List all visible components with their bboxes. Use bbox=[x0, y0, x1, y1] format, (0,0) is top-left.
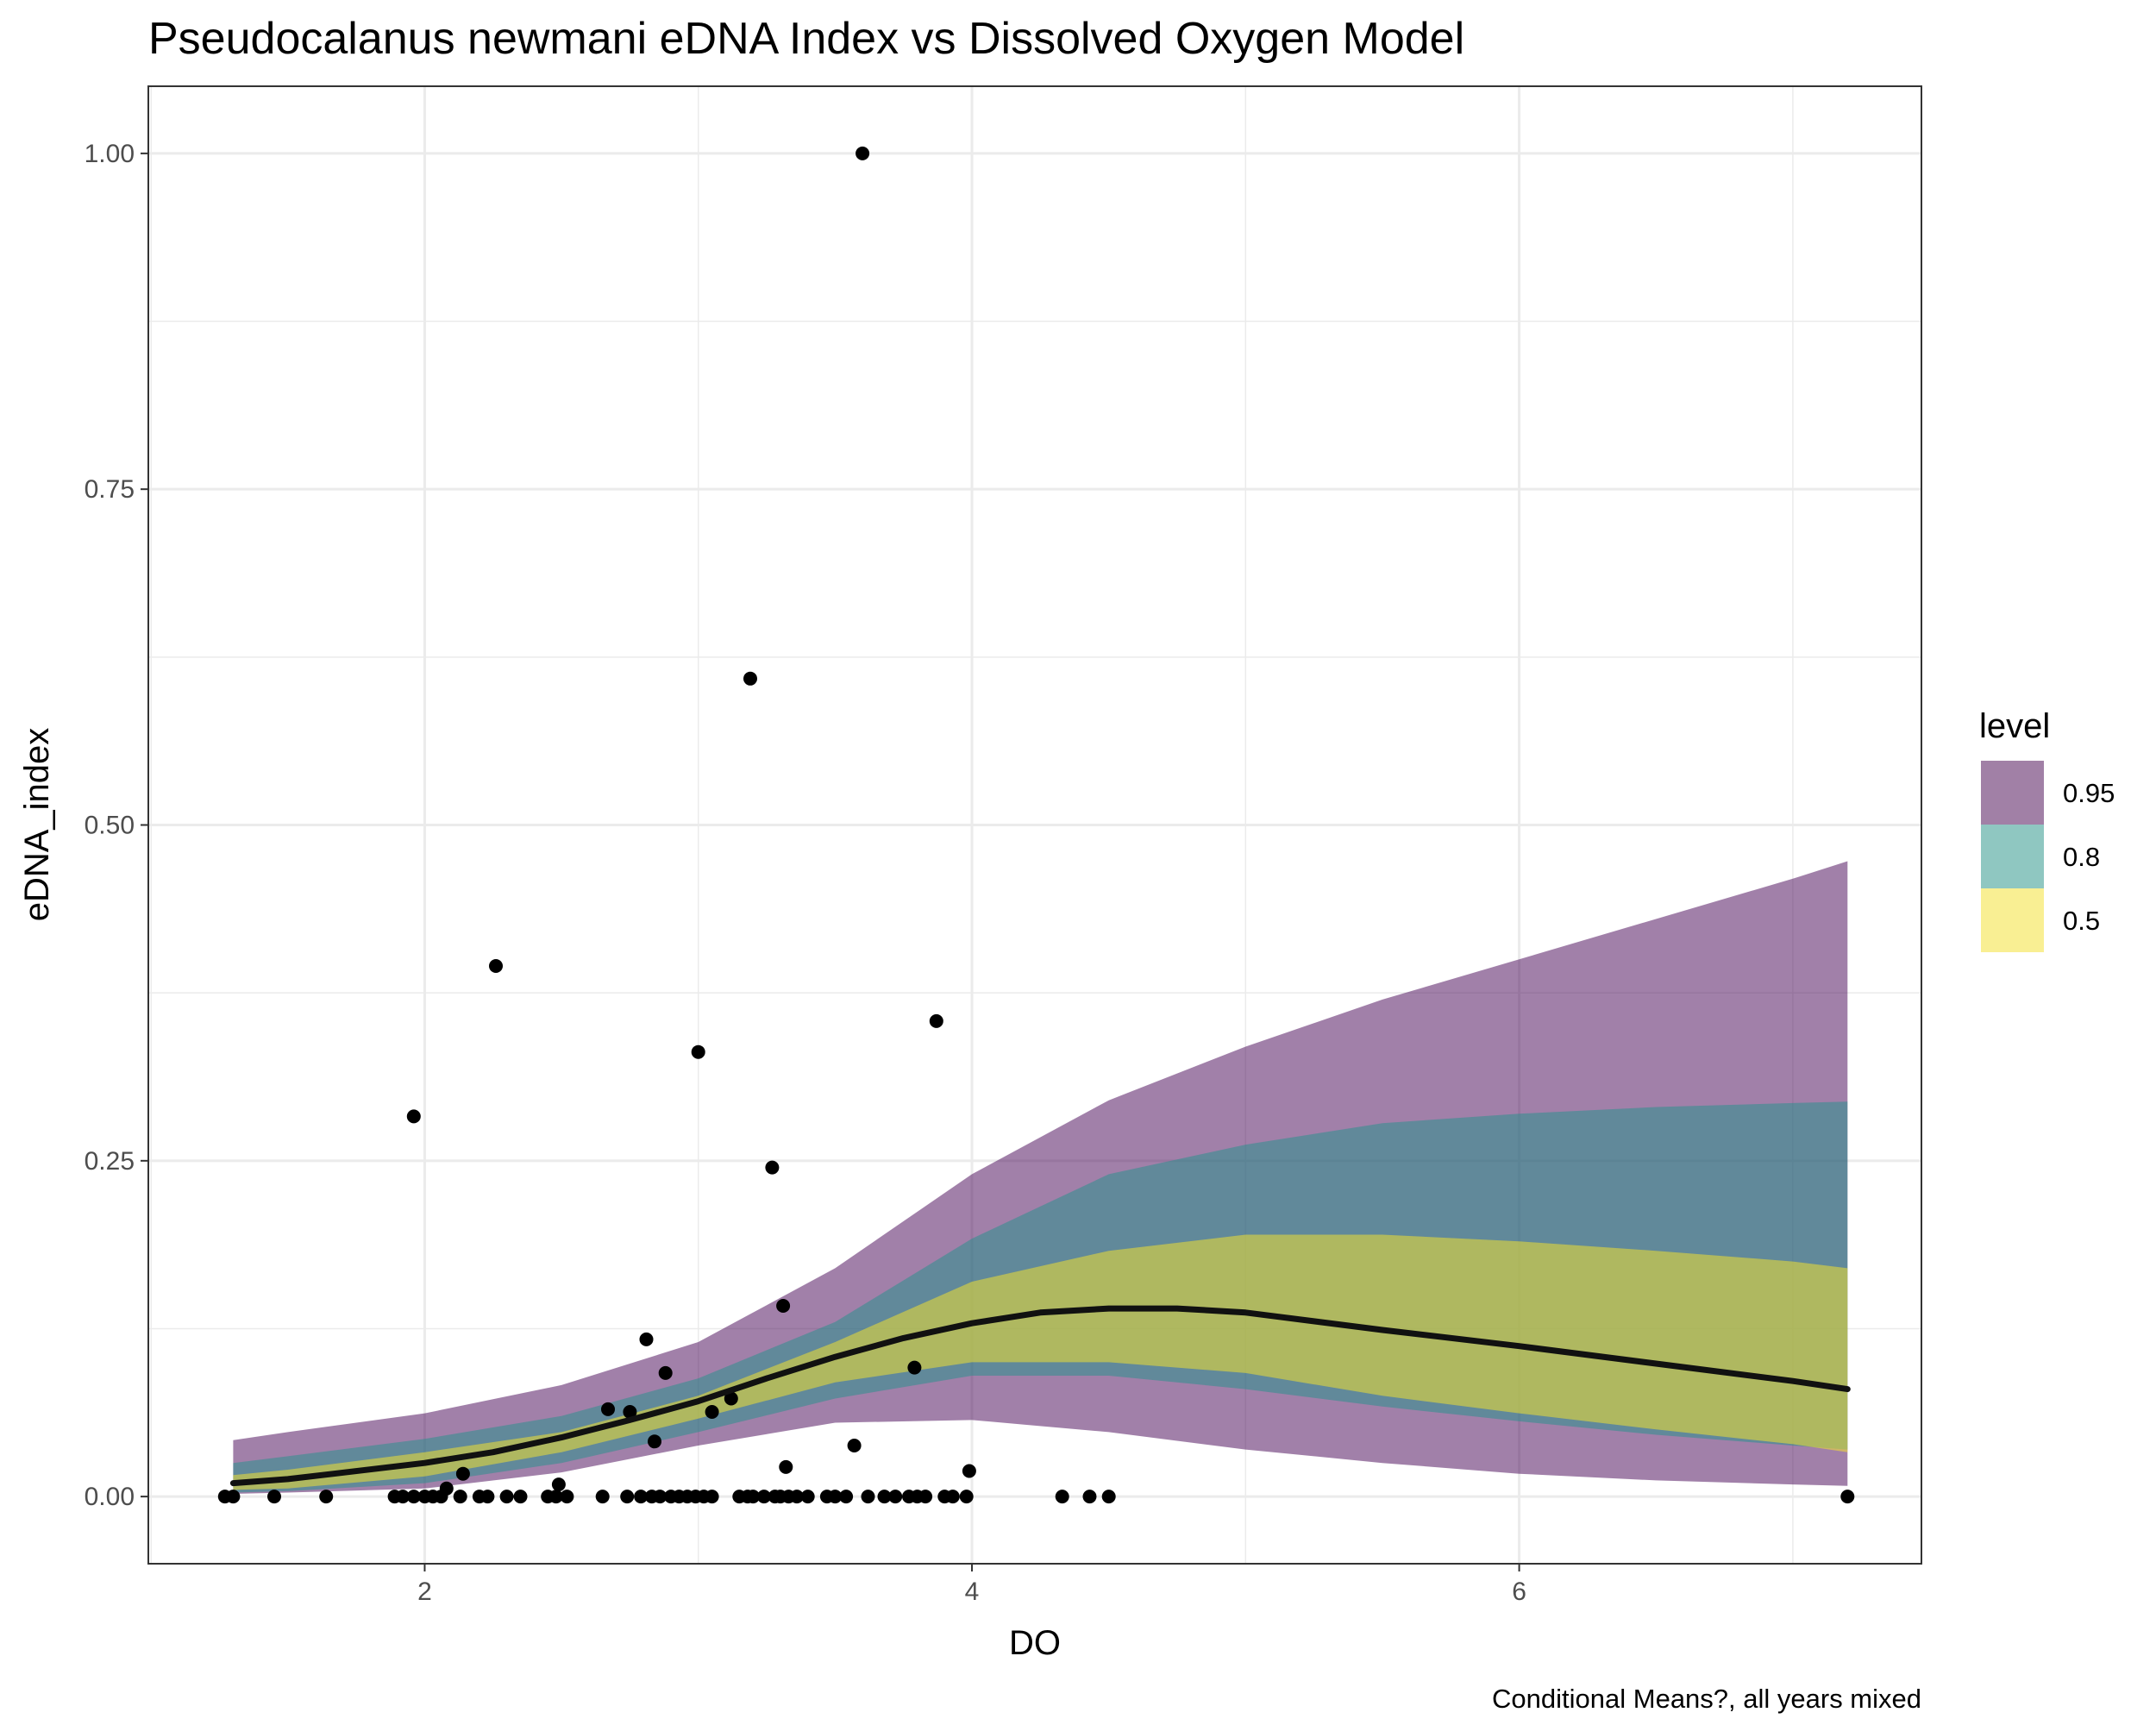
legend-key-0.95 bbox=[1981, 761, 2044, 825]
data-point bbox=[396, 1490, 411, 1504]
data-point bbox=[406, 1109, 421, 1124]
data-point bbox=[888, 1490, 903, 1504]
legend-title: level bbox=[1979, 707, 2050, 745]
data-point bbox=[1101, 1490, 1116, 1504]
data-point bbox=[743, 671, 757, 686]
y-tick-label: 0.00 bbox=[85, 1483, 135, 1511]
caption: Conditional Means?, all years mixed bbox=[1492, 1684, 1921, 1714]
data-point bbox=[658, 1365, 673, 1380]
x-tick-label: 2 bbox=[417, 1578, 432, 1606]
data-point bbox=[551, 1477, 566, 1492]
mean-line bbox=[229, 1305, 1851, 1487]
legend-key-0.5 bbox=[1981, 888, 2044, 952]
data-point bbox=[620, 1490, 635, 1504]
y-axis-title: eDNA_index bbox=[18, 728, 56, 922]
mean-line-path bbox=[229, 1305, 1851, 1487]
data-point bbox=[226, 1490, 241, 1504]
data-point bbox=[601, 1402, 615, 1416]
data-point bbox=[746, 1490, 761, 1504]
legend-label: 0.8 bbox=[2063, 842, 2100, 872]
data-point bbox=[877, 1490, 892, 1504]
data-point bbox=[455, 1466, 470, 1481]
legend-key-0.8 bbox=[1981, 825, 2044, 888]
data-point bbox=[406, 1490, 421, 1504]
legend-label: 0.5 bbox=[2063, 906, 2100, 936]
data-point bbox=[634, 1490, 649, 1504]
data-point bbox=[765, 1160, 780, 1175]
data-point bbox=[945, 1490, 960, 1504]
data-point bbox=[790, 1490, 804, 1504]
data-point bbox=[839, 1490, 854, 1504]
data-point bbox=[959, 1490, 974, 1504]
y-tick-label: 0.75 bbox=[85, 475, 135, 504]
data-point bbox=[267, 1490, 281, 1504]
data-point bbox=[907, 1360, 922, 1375]
data-point bbox=[1840, 1490, 1855, 1504]
band-0.5 bbox=[233, 1234, 1848, 1490]
data-point bbox=[548, 1490, 563, 1504]
data-point bbox=[1082, 1490, 1097, 1504]
data-point bbox=[319, 1490, 334, 1504]
x-axis-title: DO bbox=[1009, 1624, 1061, 1662]
data-point bbox=[828, 1490, 843, 1504]
data-point bbox=[453, 1490, 467, 1504]
data-point bbox=[653, 1490, 667, 1504]
data-point bbox=[560, 1490, 574, 1504]
data-point bbox=[856, 146, 870, 160]
data-point bbox=[918, 1490, 933, 1504]
data-point bbox=[499, 1490, 514, 1504]
data-point bbox=[439, 1481, 454, 1496]
data-point bbox=[648, 1434, 661, 1449]
x-axis-ticks: 2 4 6 bbox=[417, 1564, 1526, 1606]
data-point bbox=[929, 1013, 943, 1028]
data-point bbox=[705, 1405, 719, 1419]
legend-label: 0.95 bbox=[2063, 778, 2115, 808]
y-tick-label: 1.00 bbox=[85, 140, 135, 168]
y-axis-ticks: 0.00 0.25 0.50 0.75 1.00 bbox=[85, 140, 148, 1511]
data-point bbox=[779, 1459, 793, 1474]
data-point bbox=[847, 1439, 862, 1452]
x-tick-label: 6 bbox=[1512, 1578, 1526, 1606]
y-tick-label: 0.50 bbox=[85, 812, 135, 840]
data-point bbox=[489, 959, 503, 973]
data-point bbox=[691, 1044, 705, 1059]
data-point bbox=[861, 1490, 875, 1504]
data-point bbox=[623, 1405, 637, 1419]
scatter-points bbox=[217, 146, 1855, 1504]
data-point bbox=[705, 1490, 719, 1504]
data-point bbox=[800, 1490, 815, 1504]
data-point bbox=[639, 1332, 654, 1346]
data-point bbox=[480, 1490, 495, 1504]
legend: level 0.95 0.8 0.5 bbox=[1979, 707, 2115, 952]
data-point bbox=[513, 1490, 528, 1504]
data-point bbox=[595, 1490, 610, 1504]
x-tick-label: 4 bbox=[965, 1578, 980, 1606]
chart-title: Pseudocalanus newmani eDNA Index vs Diss… bbox=[148, 14, 1464, 64]
data-point bbox=[724, 1391, 738, 1406]
data-point bbox=[962, 1464, 976, 1478]
data-point bbox=[756, 1490, 771, 1504]
data-point bbox=[1055, 1490, 1069, 1504]
y-tick-label: 0.25 bbox=[85, 1147, 135, 1176]
data-point bbox=[776, 1299, 791, 1313]
